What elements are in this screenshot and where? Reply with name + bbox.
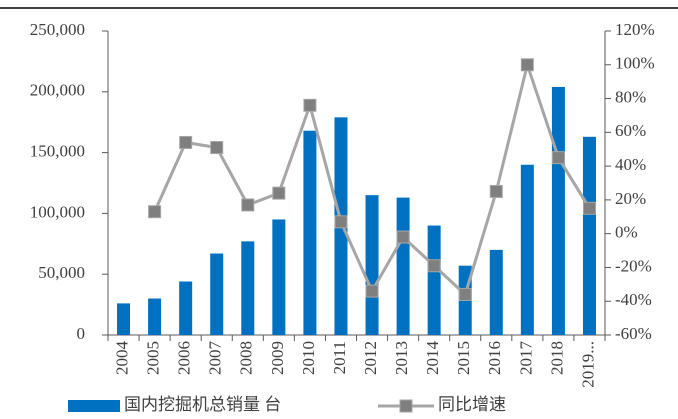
bar — [489, 249, 503, 335]
bar — [427, 225, 441, 335]
marker — [582, 201, 596, 215]
y2-tick-label: 120% — [615, 20, 655, 39]
y-tick-label: 150,000 — [30, 142, 85, 161]
y2-tick-label: 0% — [615, 223, 638, 242]
legend-swatch — [68, 400, 120, 412]
x-tick-label: 2009 — [268, 341, 287, 375]
bar — [241, 241, 255, 335]
bar — [365, 195, 379, 335]
y2-tick-label: 20% — [615, 189, 646, 208]
y-tick-label: 200,000 — [30, 81, 85, 100]
x-tick-label: 2013 — [392, 341, 411, 375]
x-tick-label: 2018 — [547, 341, 566, 375]
y-tick-label: 50,000 — [38, 263, 85, 282]
x-tick-label: 2012 — [361, 341, 380, 375]
bar — [272, 219, 286, 335]
bar — [117, 303, 131, 335]
marker — [396, 230, 410, 244]
bar — [582, 136, 596, 335]
legend-label: 同比增速 — [438, 395, 506, 414]
x-tick-label: 2004 — [112, 341, 131, 376]
x-tick-label: 2005 — [144, 341, 163, 375]
y-tick-label: 100,000 — [30, 202, 85, 221]
y2-tick-label: 40% — [615, 155, 646, 174]
marker — [489, 184, 503, 198]
marker — [148, 205, 162, 219]
bar — [551, 86, 565, 335]
bar — [210, 253, 224, 335]
bar — [396, 197, 410, 335]
x-tick-label: 2008 — [237, 341, 256, 375]
x-tick-label: 2016 — [485, 341, 504, 375]
y2-tick-label: -20% — [615, 256, 652, 275]
marker — [303, 98, 317, 112]
x-tick-label: 2019... — [578, 341, 597, 388]
marker — [210, 141, 224, 155]
y2-tick-label: 60% — [615, 121, 646, 140]
bar — [303, 130, 317, 335]
legend-marker — [399, 399, 413, 413]
marker — [551, 151, 565, 165]
x-tick-label: 2010 — [299, 341, 318, 375]
x-tick-label: 2011 — [330, 341, 349, 374]
y2-tick-label: 100% — [615, 54, 655, 73]
x-tick-label: 2006 — [175, 341, 194, 375]
bar — [148, 298, 162, 335]
y-tick-label: 250,000 — [30, 20, 85, 39]
marker — [458, 287, 472, 301]
y2-tick-label: -40% — [615, 290, 652, 309]
y-tick-label: 0 — [77, 324, 86, 343]
marker — [427, 259, 441, 273]
bar — [179, 281, 193, 335]
bar — [520, 164, 534, 335]
y2-tick-label: -60% — [615, 324, 652, 343]
marker — [272, 186, 286, 200]
y2-tick-label: 80% — [615, 87, 646, 106]
marker — [179, 135, 193, 149]
marker — [520, 58, 534, 72]
x-tick-label: 2007 — [206, 341, 225, 376]
x-tick-label: 2015 — [454, 341, 473, 375]
legend-label: 国内挖掘机总销量 台 — [124, 395, 281, 414]
marker — [241, 198, 255, 212]
marker — [334, 215, 348, 229]
x-tick-label: 2017 — [516, 341, 535, 376]
marker — [365, 284, 379, 298]
x-tick-label: 2014 — [423, 341, 442, 376]
